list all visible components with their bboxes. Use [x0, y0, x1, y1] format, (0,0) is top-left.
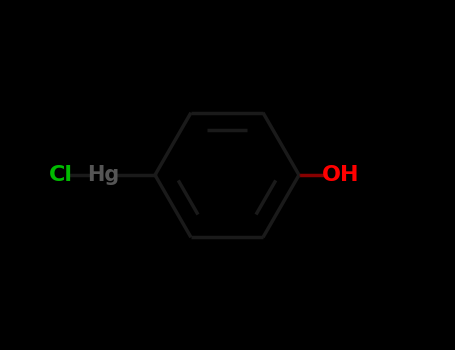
Text: Cl: Cl — [49, 165, 73, 185]
Text: Hg: Hg — [87, 165, 119, 185]
Text: OH: OH — [322, 165, 360, 185]
